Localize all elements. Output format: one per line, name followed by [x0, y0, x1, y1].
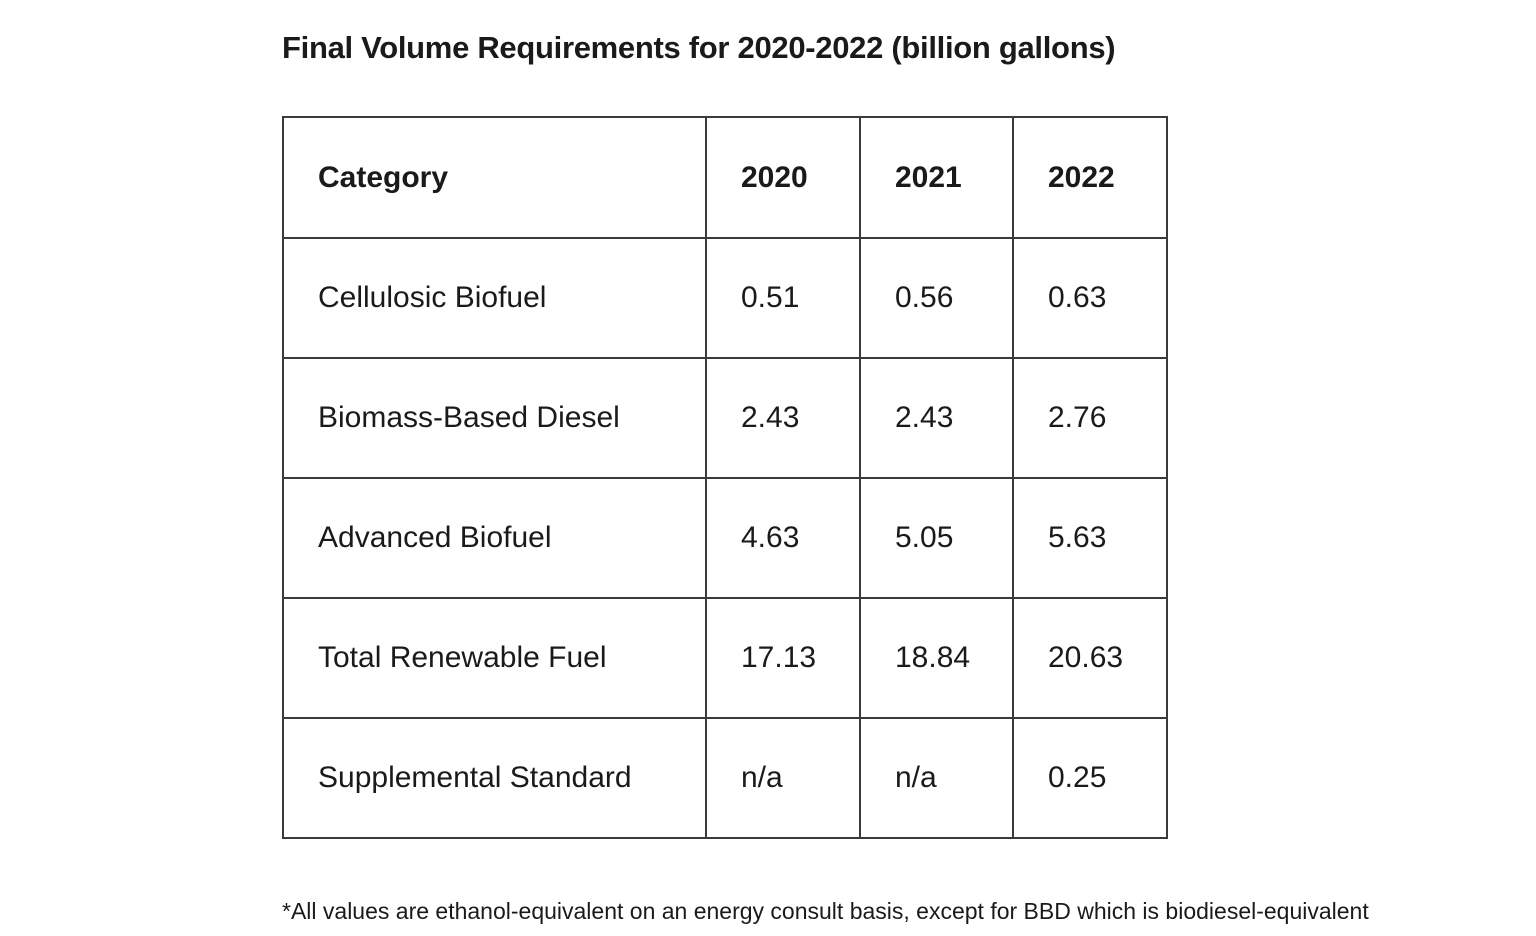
header-2022: 2022 — [1012, 116, 1168, 239]
value-cell: 5.05 — [859, 477, 1014, 599]
table-row: Advanced Biofuel 4.63 5.05 5.63 — [282, 477, 1168, 599]
table-row: Biomass-Based Diesel 2.43 2.43 2.76 — [282, 357, 1168, 479]
row-category-cell: Advanced Biofuel — [282, 477, 707, 599]
header-category: Category — [282, 116, 707, 239]
value-cell: 0.51 — [705, 237, 861, 359]
value-cell: n/a — [705, 717, 861, 839]
table-header-row: Category 2020 2021 2022 — [282, 116, 1168, 239]
table-row: Cellulosic Biofuel 0.51 0.56 0.63 — [282, 237, 1168, 359]
header-2021: 2021 — [859, 116, 1014, 239]
value-cell: 18.84 — [859, 597, 1014, 719]
table-row: Supplemental Standard n/a n/a 0.25 — [282, 717, 1168, 839]
value-cell: 17.13 — [705, 597, 861, 719]
value-cell: 2.76 — [1012, 357, 1168, 479]
value-cell: 0.63 — [1012, 237, 1168, 359]
header-2020: 2020 — [705, 116, 861, 239]
row-category-cell: Total Renewable Fuel — [282, 597, 707, 719]
footnote: *All values are ethanol-equivalent on an… — [282, 898, 1369, 924]
table-row: Total Renewable Fuel 17.13 18.84 20.63 — [282, 597, 1168, 719]
page-title: Final Volume Requirements for 2020-2022 … — [282, 30, 1116, 65]
value-cell: 0.56 — [859, 237, 1014, 359]
volume-requirements-table: Category 2020 2021 2022 Cellulosic Biofu… — [282, 116, 1168, 839]
value-cell: 2.43 — [705, 357, 861, 479]
row-category-cell: Biomass-Based Diesel — [282, 357, 707, 479]
row-category-cell: Cellulosic Biofuel — [282, 237, 707, 359]
value-cell: 2.43 — [859, 357, 1014, 479]
value-cell: 20.63 — [1012, 597, 1168, 719]
value-cell: 5.63 — [1012, 477, 1168, 599]
value-cell: 0.25 — [1012, 717, 1168, 839]
value-cell: n/a — [859, 717, 1014, 839]
volume-requirements-table-container: Category 2020 2021 2022 Cellulosic Biofu… — [282, 116, 1168, 839]
row-category-cell: Supplemental Standard — [282, 717, 707, 839]
value-cell: 4.63 — [705, 477, 861, 599]
